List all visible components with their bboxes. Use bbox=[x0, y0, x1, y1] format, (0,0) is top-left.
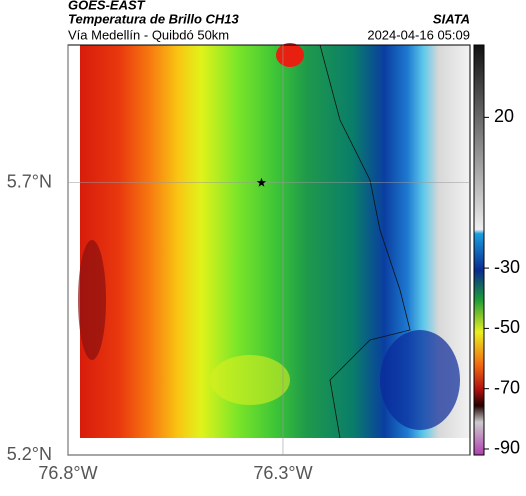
colorbar-tick-label: 20 bbox=[494, 106, 514, 126]
x-tick-label: 76.8°W bbox=[38, 463, 97, 483]
subtitle: Vía Medellín - Quibdó 50km bbox=[68, 27, 229, 42]
title: Temperatura de Brillo CH13 bbox=[68, 11, 240, 26]
org: SIATA bbox=[433, 11, 470, 26]
source: GOES-EAST bbox=[68, 0, 146, 12]
x-tick-label: 76.3°W bbox=[253, 463, 312, 483]
datetime: 2024-04-16 05:09 bbox=[367, 27, 470, 42]
colorbar-tick-label: -70 bbox=[494, 377, 520, 397]
y-tick-label: 5.2°N bbox=[7, 444, 52, 464]
colorbar-tick-label: -30 bbox=[494, 257, 520, 277]
colorbar bbox=[473, 44, 485, 456]
y-tick-label: 5.7°N bbox=[7, 172, 52, 192]
colorbar-tick-label: -50 bbox=[494, 317, 520, 337]
location-marker bbox=[256, 177, 267, 187]
map-image bbox=[68, 43, 470, 455]
colorbar-tick-label: -90 bbox=[494, 438, 520, 458]
